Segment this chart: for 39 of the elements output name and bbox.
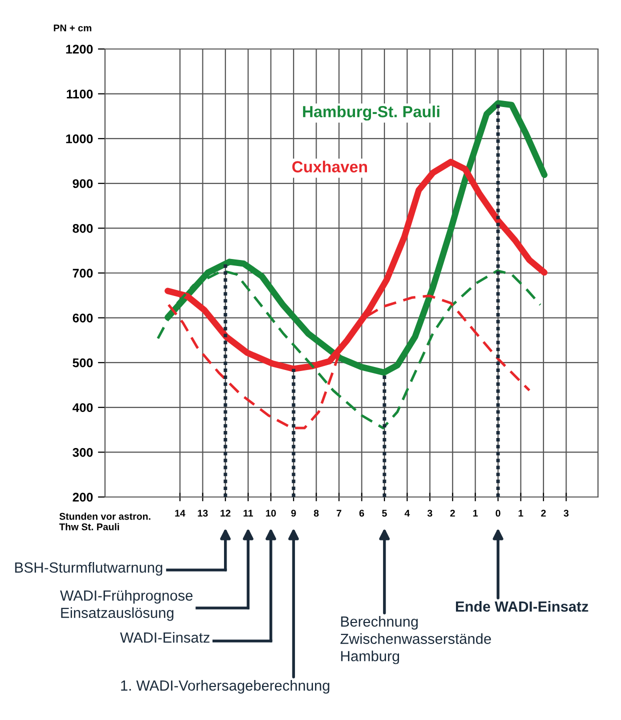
y-tick-label: 1200 [66,44,93,54]
x-tick-label: 13 [198,510,208,517]
y-tick-label: 800 [72,224,93,233]
y-tick-label: 700 [72,268,93,278]
y-tick-label: 600 [72,314,93,322]
text: WADI-Frühprognose Einsatzauslösung [60,590,193,621]
text: 1. WADI-Vorhersageberechnung [121,680,330,694]
text: Cuxhaven [292,160,367,172]
x-tick-label: 2 [541,510,546,517]
x-tick-label: 0 [496,510,500,517]
text: BSH-Sturmflutwarnung [15,562,162,576]
y-tick-label: 200 [72,492,93,502]
x-axis-title: Stunden vor astron. Thw St. Pauli [59,512,150,530]
x-tick-label: 14 [175,510,186,517]
x-tick-label: 5 [382,510,387,517]
x-tick-label: 1 [473,510,478,517]
x-tick-label: 1 [518,510,524,517]
x-tick-label: 11 [244,510,253,517]
x-tick-label: 12 [220,510,230,517]
x-tick-label: 7 [336,510,342,517]
y-tick-label: 900 [72,179,93,188]
x-tick-label: 9 [291,510,296,517]
text: WADI-Einsatz [120,632,210,643]
y-tick-label: 1000 [66,134,93,144]
x-tick-label: 8 [314,510,319,517]
x-tick-label: 3 [427,510,432,517]
x-tick-label: 4 [404,510,410,517]
x-tick-label: 3 [564,510,569,517]
y-axis-title: PN + cm [54,24,92,32]
y-tick-label: 500 [72,358,93,368]
y-tick-label: 400 [72,403,93,412]
text: Hamburg-St. Pauli [303,106,440,121]
x-tick-label: 2 [450,510,455,517]
y-tick-label: 1100 [66,90,93,98]
x-tick-label: 6 [359,510,364,517]
y-tick-label: 300 [72,448,93,457]
x-tick-label: 10 [266,510,276,517]
text: Berechnung Zwischenwasserstände Hamburg [340,616,491,664]
text: Ende WADI-Einsatz [456,601,588,612]
